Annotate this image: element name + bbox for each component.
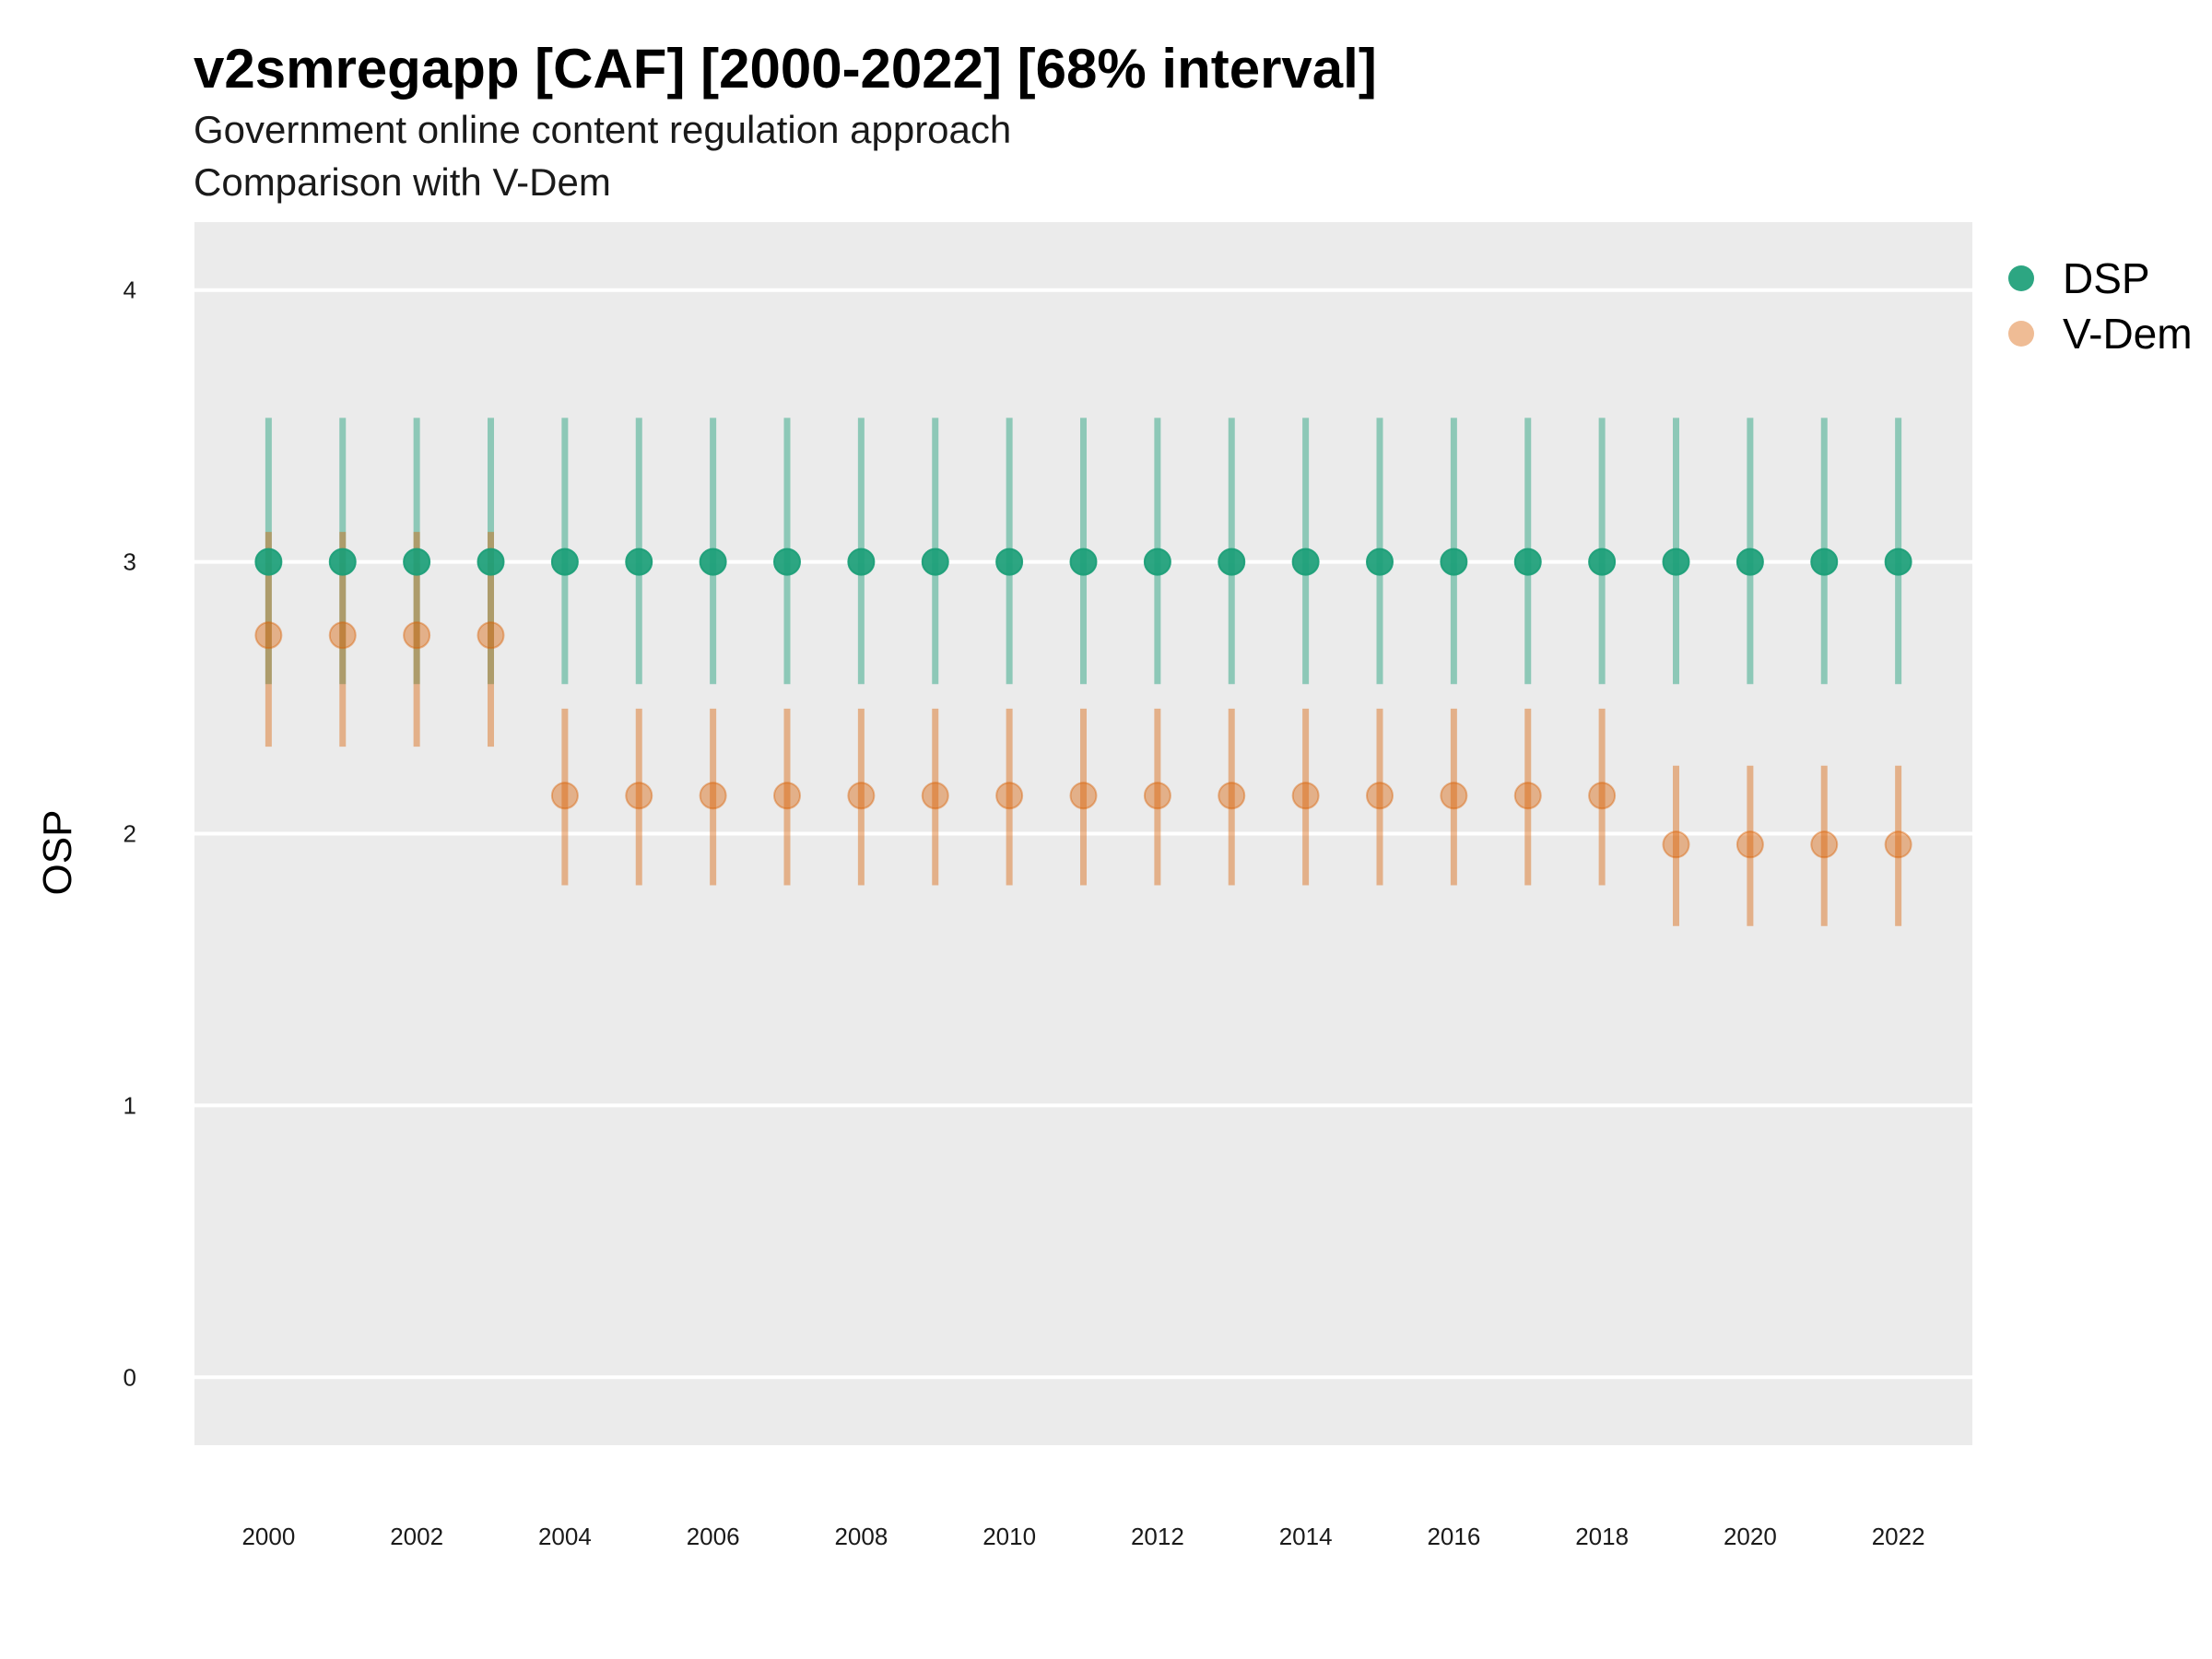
legend-key-dsp: [2008, 265, 2034, 291]
x-tick-label: 2020: [1724, 1523, 1777, 1550]
point-v-dem: [1218, 782, 1246, 810]
point-v-dem: [773, 782, 801, 810]
point-dsp: [1810, 547, 1839, 576]
y-tick-label: 1: [124, 1091, 136, 1119]
point-dsp: [995, 547, 1024, 576]
point-v-dem: [625, 782, 653, 810]
x-tick-label: 2000: [241, 1523, 295, 1550]
point-dsp: [1069, 547, 1098, 576]
point-dsp: [847, 547, 876, 576]
point-dsp: [403, 547, 431, 576]
point-v-dem: [550, 782, 579, 810]
point-dsp: [1143, 547, 1171, 576]
x-axis-ticks: 2000 2002 2004 2006 2008 2010 2012 2014 2016 2018…: [241, 1523, 1924, 1550]
x-tick-label: 2016: [1427, 1523, 1480, 1550]
point-v-dem: [328, 621, 357, 650]
point-dsp: [1366, 547, 1394, 576]
point-dsp: [1588, 547, 1617, 576]
point-v-dem: [1884, 830, 1912, 859]
point-v-dem: [1440, 782, 1468, 810]
y-tick-label: 2: [124, 820, 136, 848]
y-tick-label: 4: [124, 276, 136, 304]
chart-caption: Comparison with V-Dem: [194, 160, 611, 204]
point-dsp: [1513, 547, 1542, 576]
x-tick-label: 2018: [1575, 1523, 1629, 1550]
point-dsp: [625, 547, 653, 576]
point-dsp: [1440, 547, 1468, 576]
point-v-dem: [1143, 782, 1171, 810]
x-tick-label: 2004: [538, 1523, 592, 1550]
y-tick-label: 3: [124, 548, 136, 576]
point-v-dem: [477, 621, 505, 650]
point-v-dem: [403, 621, 431, 650]
point-dsp: [1735, 547, 1764, 576]
x-tick-label: 2010: [982, 1523, 1036, 1550]
x-tick-label: 2006: [687, 1523, 740, 1550]
chart-subtitle: Government online content regulation app…: [194, 108, 1011, 151]
point-v-dem: [995, 782, 1024, 810]
x-tick-label: 2008: [834, 1523, 888, 1550]
point-v-dem: [1588, 782, 1617, 810]
point-dsp: [921, 547, 949, 576]
point-dsp: [773, 547, 801, 576]
data-points: [254, 547, 1912, 859]
legend: DSP V-Dem: [2008, 254, 2193, 358]
point-v-dem: [921, 782, 949, 810]
x-tick-label: 2002: [390, 1523, 443, 1550]
point-v-dem: [1366, 782, 1394, 810]
y-axis-ticks: 0 1 2 3 4: [124, 276, 136, 1392]
point-dsp: [477, 547, 505, 576]
chart-title: v2smregapp [CAF] [2000-2022] [68% interv…: [194, 38, 1377, 100]
y-tick-label: 0: [124, 1363, 136, 1391]
x-tick-label: 2012: [1131, 1523, 1184, 1550]
x-tick-label: 2022: [1872, 1523, 1925, 1550]
point-v-dem: [1069, 782, 1098, 810]
point-v-dem: [1513, 782, 1542, 810]
legend-label-vdem: V-Dem: [2063, 310, 2193, 358]
legend-key-vdem: [2008, 321, 2034, 347]
point-dsp: [1884, 547, 1912, 576]
point-dsp: [1291, 547, 1320, 576]
legend-label-dsp: DSP: [2063, 254, 2150, 302]
point-v-dem: [254, 621, 283, 650]
point-v-dem: [1810, 830, 1839, 859]
point-dsp: [699, 547, 727, 576]
point-dsp: [1218, 547, 1246, 576]
point-dsp: [1662, 547, 1690, 576]
point-dsp: [550, 547, 579, 576]
point-v-dem: [847, 782, 876, 810]
point-dsp: [328, 547, 357, 576]
x-tick-label: 2014: [1279, 1523, 1333, 1550]
point-v-dem: [1291, 782, 1320, 810]
point-v-dem: [699, 782, 727, 810]
point-v-dem: [1735, 830, 1764, 859]
y-axis-title: OSP: [35, 810, 80, 896]
point-v-dem: [1662, 830, 1690, 859]
point-dsp: [254, 547, 283, 576]
